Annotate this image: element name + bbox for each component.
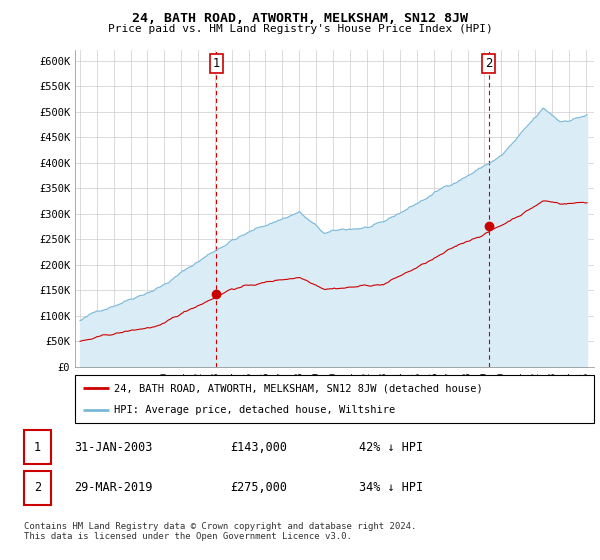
Text: 24, BATH ROAD, ATWORTH, MELKSHAM, SN12 8JW (detached house): 24, BATH ROAD, ATWORTH, MELKSHAM, SN12 8…	[114, 383, 482, 393]
FancyBboxPatch shape	[24, 430, 51, 464]
FancyBboxPatch shape	[24, 470, 51, 505]
Text: 29-MAR-2019: 29-MAR-2019	[74, 480, 152, 493]
Text: 24, BATH ROAD, ATWORTH, MELKSHAM, SN12 8JW: 24, BATH ROAD, ATWORTH, MELKSHAM, SN12 8…	[132, 12, 468, 25]
Text: 1: 1	[212, 57, 220, 69]
Text: 2: 2	[485, 57, 493, 69]
Text: 42% ↓ HPI: 42% ↓ HPI	[359, 441, 423, 454]
Text: Contains HM Land Registry data © Crown copyright and database right 2024.
This d: Contains HM Land Registry data © Crown c…	[24, 522, 416, 542]
Text: Price paid vs. HM Land Registry's House Price Index (HPI): Price paid vs. HM Land Registry's House …	[107, 24, 493, 34]
FancyBboxPatch shape	[75, 375, 594, 423]
Text: 2: 2	[34, 480, 41, 493]
Text: £275,000: £275,000	[230, 480, 287, 493]
Text: 34% ↓ HPI: 34% ↓ HPI	[359, 480, 423, 493]
Text: 1: 1	[34, 441, 41, 454]
Text: HPI: Average price, detached house, Wiltshire: HPI: Average price, detached house, Wilt…	[114, 405, 395, 415]
Text: 31-JAN-2003: 31-JAN-2003	[74, 441, 152, 454]
Text: £143,000: £143,000	[230, 441, 287, 454]
